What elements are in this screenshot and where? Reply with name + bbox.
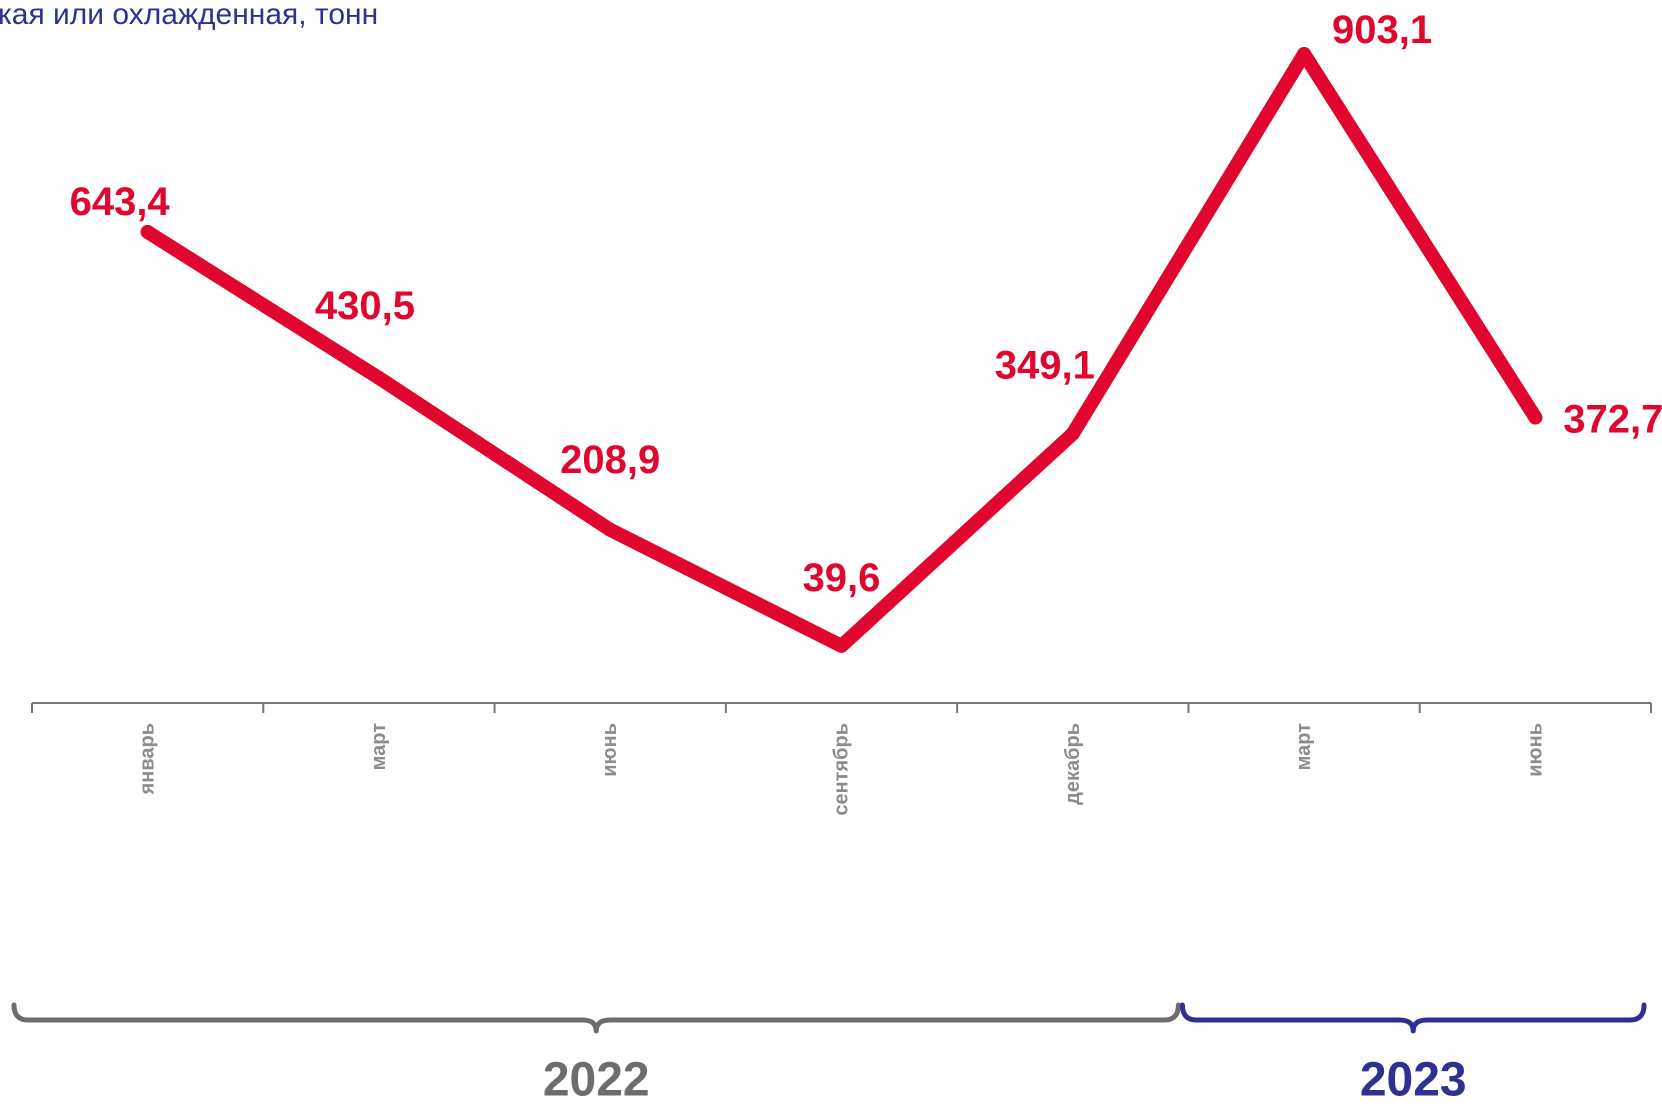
value-labels: 643,4 430,5 208,9 39,6 349,1 903,1 372,7 (70, 8, 1662, 600)
data-label: 643,4 (70, 180, 171, 224)
data-point (1065, 426, 1080, 441)
year-label: 2022 (543, 1054, 650, 1106)
data-label: 39,6 (803, 556, 881, 600)
x-tick-label: март (368, 723, 390, 771)
x-tick-label: сентябрь (831, 723, 853, 816)
year-brace (11, 1002, 1181, 1034)
data-label: 349,1 (995, 344, 1095, 388)
x-tick-label: январь (137, 723, 159, 795)
data-label: 430,5 (315, 284, 415, 328)
data-point (140, 225, 155, 240)
x-tick-label: июнь (599, 723, 621, 777)
data-label: 372,7 (1563, 398, 1662, 442)
x-tick-label: март (1293, 723, 1315, 771)
data-point (1297, 47, 1312, 61)
data-point (1528, 410, 1543, 425)
x-tick-label: июнь (1524, 723, 1546, 777)
series (140, 47, 1543, 653)
data-point (603, 522, 618, 537)
x-tick-label: декабрь (1062, 723, 1084, 805)
year-label: 2023 (1360, 1054, 1467, 1106)
data-label: 903,1 (1332, 8, 1432, 52)
data-point (371, 370, 386, 385)
year-groups: 2022 2023 (11, 1002, 1647, 1106)
x-axis: январь март июнь сентябрь декабрь март июнь (31, 702, 1652, 816)
year-brace (1179, 1002, 1647, 1034)
data-label: 208,9 (560, 438, 660, 482)
data-point (834, 638, 849, 653)
chart-title: кая или охлажденная, тонн (0, 0, 379, 31)
